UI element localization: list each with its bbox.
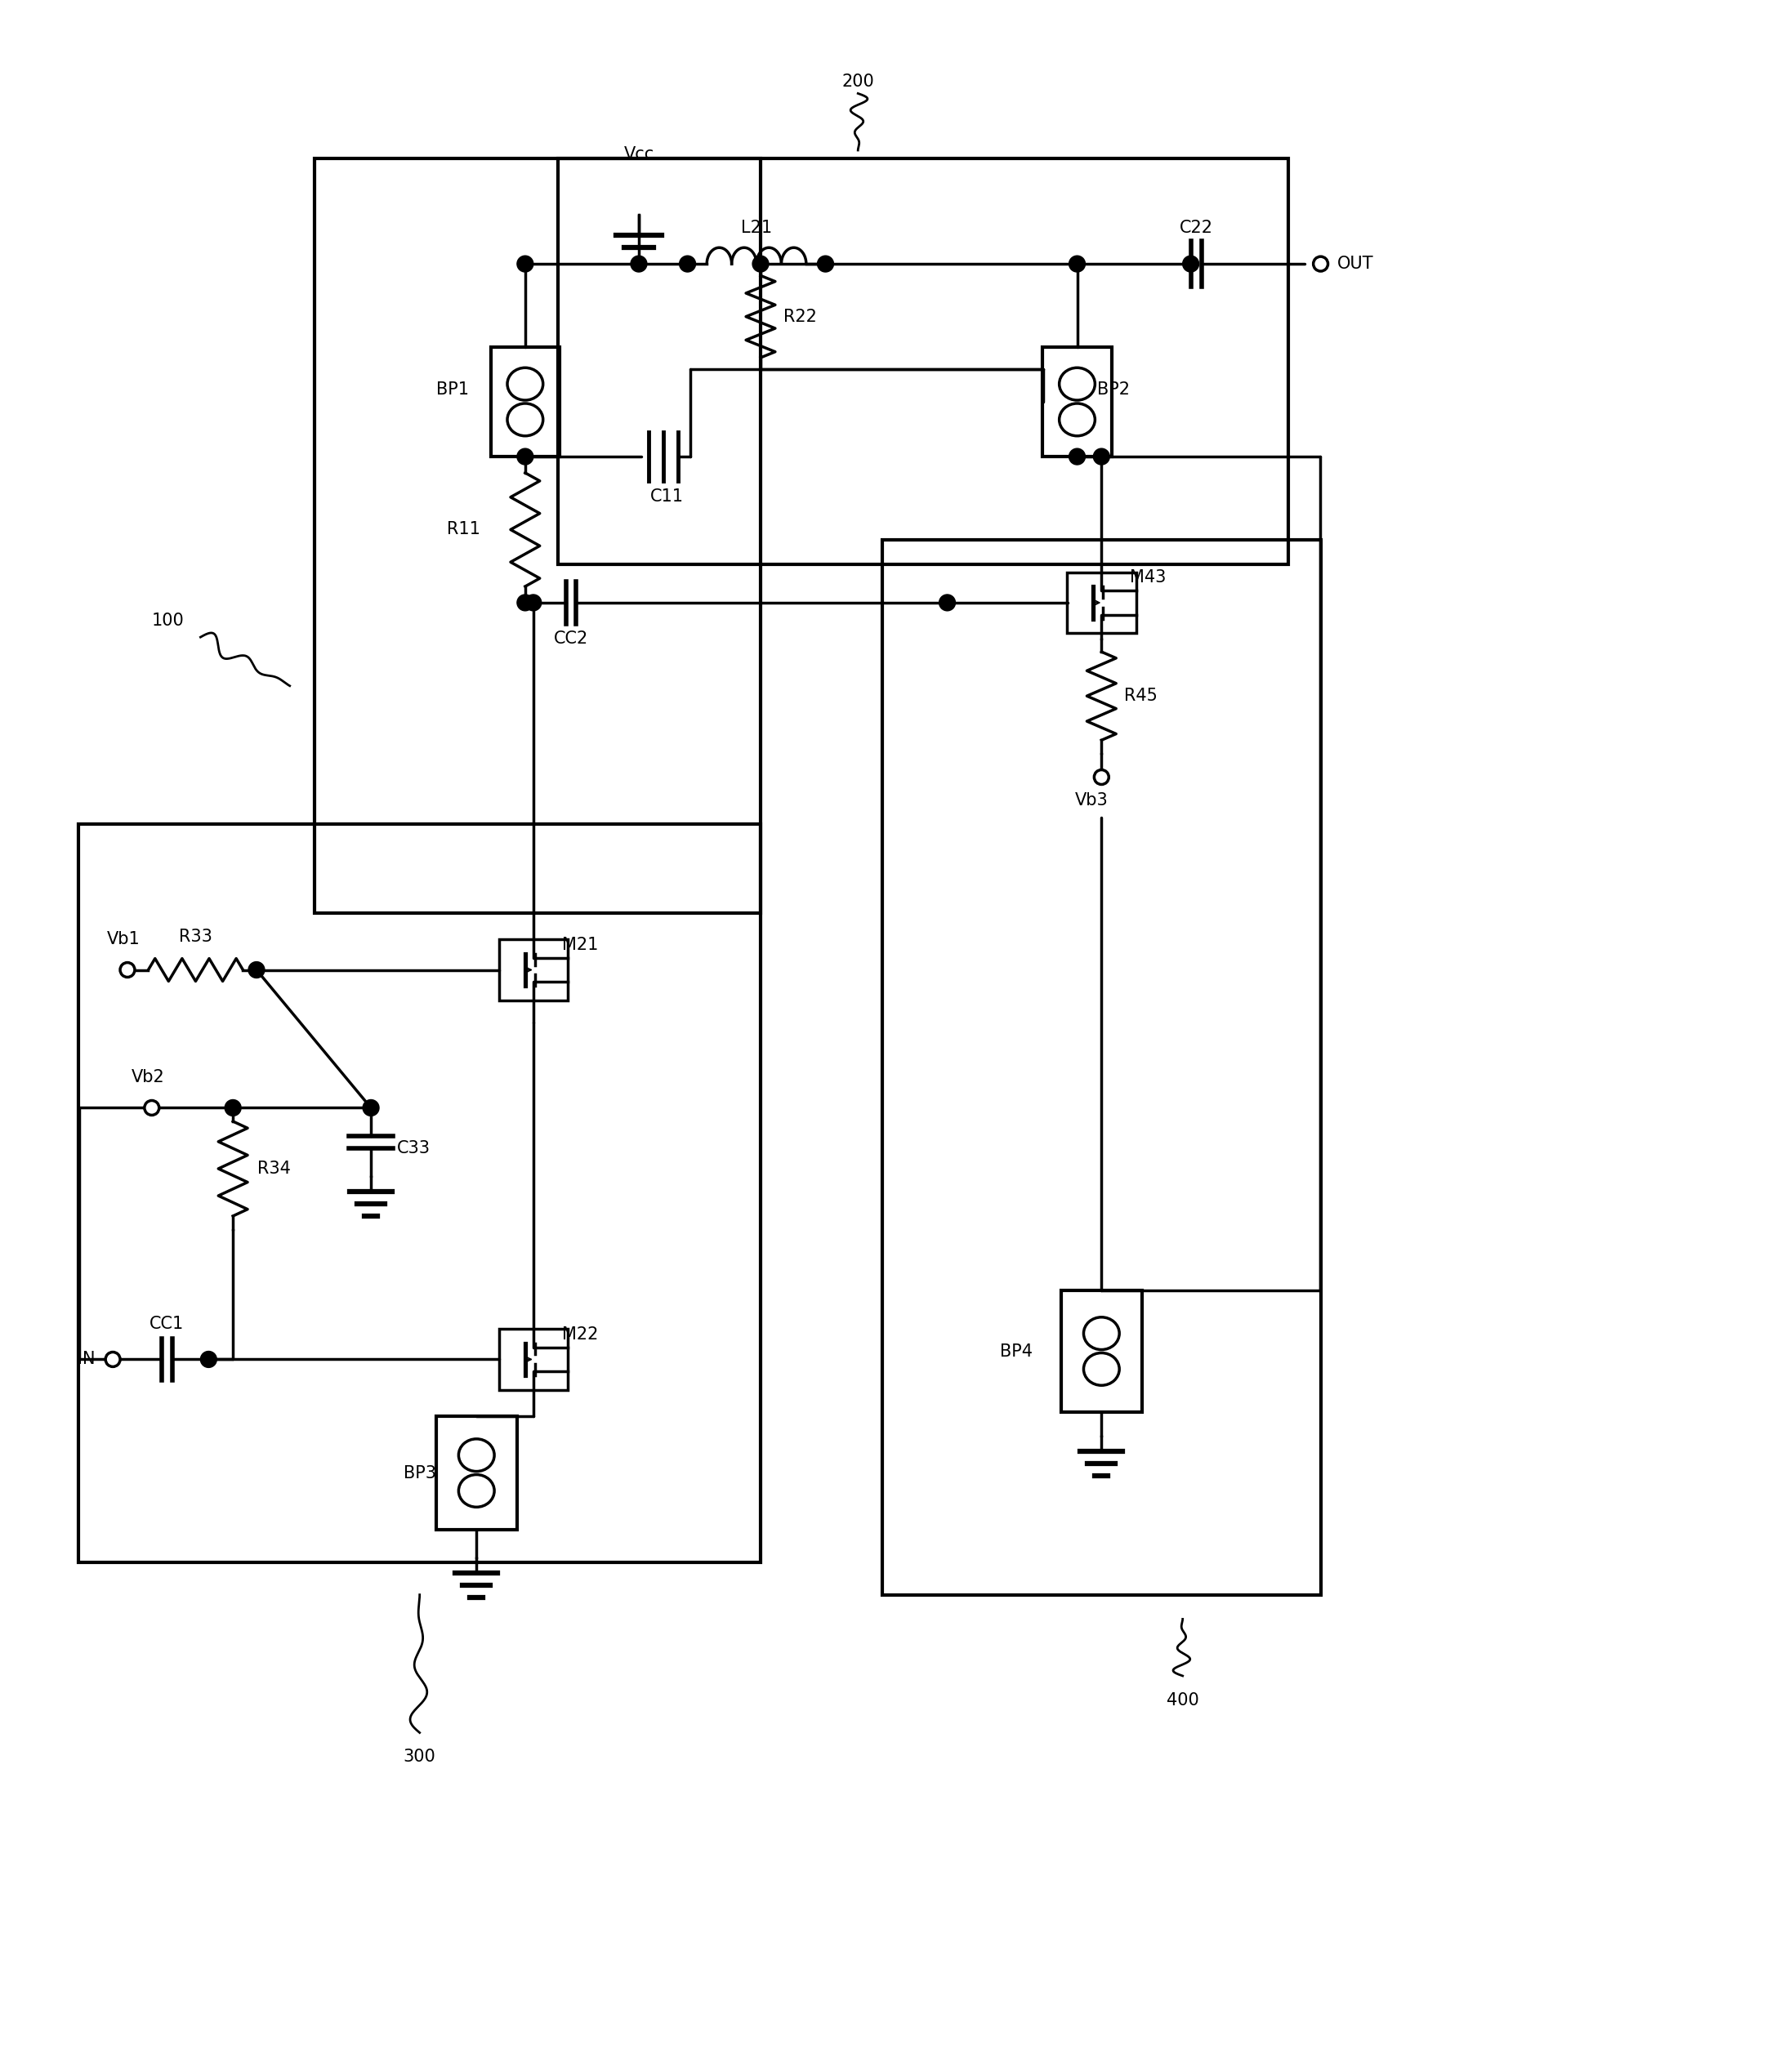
- Circle shape: [1183, 255, 1199, 271]
- Circle shape: [1094, 448, 1110, 464]
- Text: M22: M22: [561, 1326, 599, 1343]
- Bar: [1067, 572, 1137, 634]
- Circle shape: [817, 255, 833, 271]
- Text: C22: C22: [1179, 220, 1213, 236]
- Circle shape: [526, 595, 542, 611]
- Circle shape: [1094, 771, 1108, 785]
- Circle shape: [1069, 448, 1085, 464]
- Text: BP3: BP3: [403, 1465, 437, 1481]
- Circle shape: [940, 595, 955, 611]
- Text: R45: R45: [1124, 688, 1158, 704]
- Circle shape: [1069, 255, 1085, 271]
- Bar: [490, 346, 559, 456]
- Text: IN: IN: [78, 1351, 94, 1368]
- Text: BP1: BP1: [435, 381, 469, 398]
- Bar: [558, 157, 1288, 564]
- Text: CC1: CC1: [149, 1316, 185, 1332]
- Circle shape: [144, 1100, 160, 1115]
- Text: Vb3: Vb3: [1074, 792, 1108, 808]
- Text: Vb2: Vb2: [131, 1069, 165, 1086]
- Text: C11: C11: [650, 489, 684, 503]
- Text: BP2: BP2: [1098, 381, 1130, 398]
- Text: Vb1: Vb1: [107, 930, 140, 947]
- Circle shape: [1312, 257, 1328, 271]
- Bar: [314, 157, 760, 914]
- Text: R11: R11: [448, 522, 481, 539]
- Circle shape: [680, 255, 696, 271]
- Text: R34: R34: [258, 1160, 291, 1177]
- Text: R33: R33: [179, 928, 213, 945]
- Text: L21: L21: [741, 220, 773, 236]
- Bar: [883, 541, 1321, 1595]
- Circle shape: [753, 255, 769, 271]
- Circle shape: [226, 1100, 242, 1117]
- Text: BP4: BP4: [1000, 1343, 1032, 1359]
- Text: CC2: CC2: [554, 630, 588, 646]
- Bar: [499, 1328, 568, 1390]
- Circle shape: [517, 595, 533, 611]
- Text: Vcc: Vcc: [623, 147, 654, 162]
- Bar: [435, 1415, 517, 1529]
- Text: OUT: OUT: [1337, 255, 1373, 271]
- Bar: [78, 825, 760, 1562]
- Circle shape: [517, 255, 533, 271]
- Text: M43: M43: [1130, 570, 1167, 586]
- Bar: [1060, 1291, 1142, 1413]
- Text: R22: R22: [783, 309, 817, 325]
- Circle shape: [517, 448, 533, 464]
- Circle shape: [201, 1351, 217, 1368]
- Text: 400: 400: [1167, 1693, 1199, 1709]
- Bar: [499, 939, 568, 1001]
- Circle shape: [121, 963, 135, 978]
- Text: M21: M21: [561, 937, 599, 953]
- Circle shape: [105, 1353, 121, 1368]
- Text: 100: 100: [151, 613, 185, 630]
- Text: C33: C33: [396, 1140, 430, 1156]
- Circle shape: [630, 255, 646, 271]
- Circle shape: [249, 961, 265, 978]
- Bar: [1043, 346, 1112, 456]
- Circle shape: [362, 1100, 378, 1117]
- Text: 200: 200: [842, 73, 874, 89]
- Text: 300: 300: [403, 1749, 435, 1765]
